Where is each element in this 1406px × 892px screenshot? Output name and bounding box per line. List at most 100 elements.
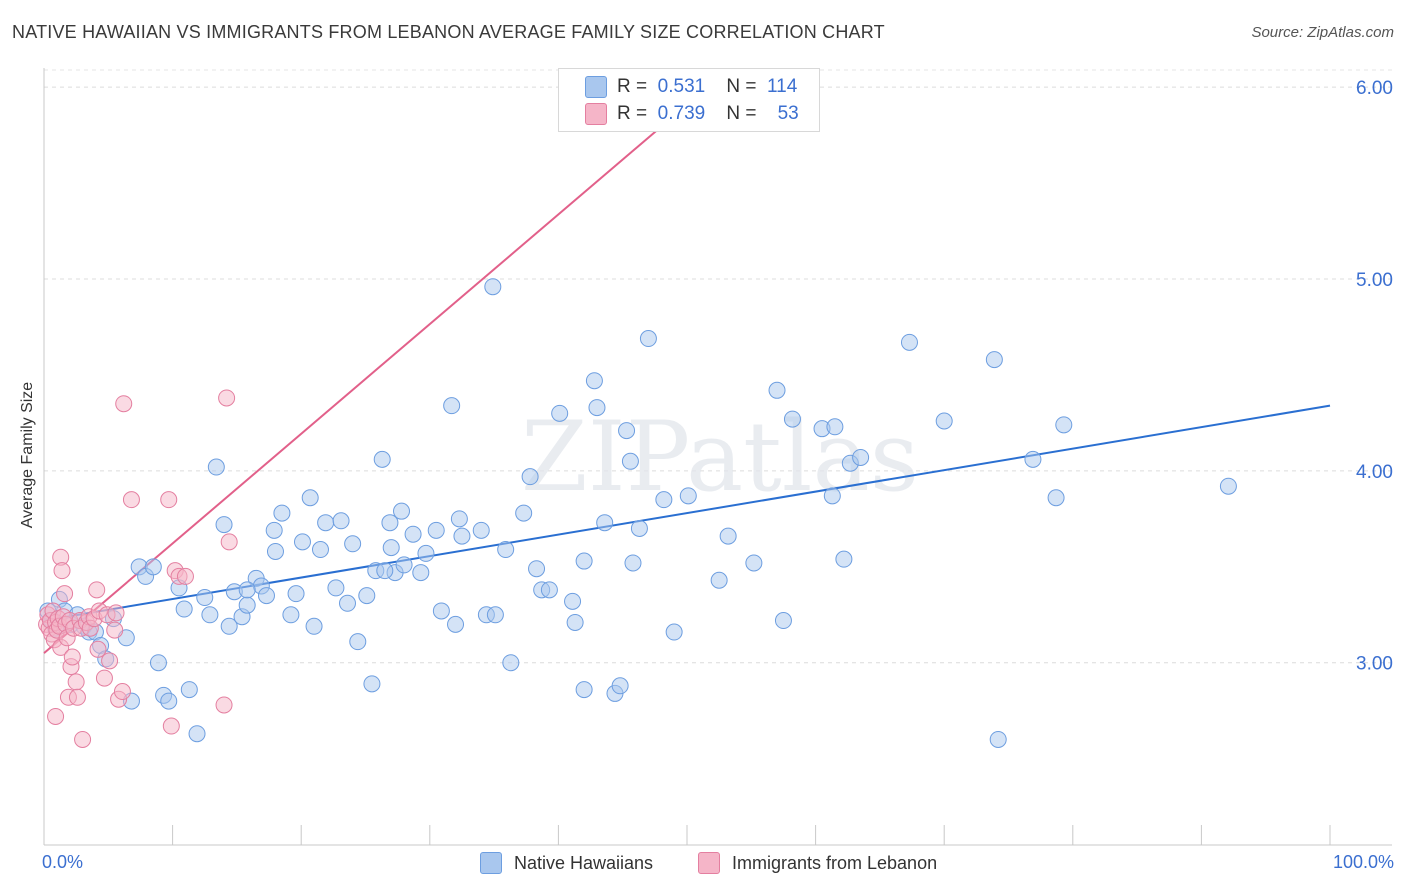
data-point-immigrants-from-lebanon (106, 621, 124, 639)
data-point-immigrants-from-lebanon (220, 533, 238, 551)
data-point-native-hawaiians (215, 516, 233, 534)
data-point-immigrants-from-lebanon (53, 562, 71, 580)
data-point-native-hawaiians (412, 564, 430, 582)
data-point-native-hawaiians (363, 675, 381, 693)
data-point-native-hawaiians (358, 587, 376, 605)
data-point-native-hawaiians (497, 541, 515, 559)
data-point-immigrants-from-lebanon (67, 673, 85, 691)
y-tick-label: 5.00 (1356, 270, 1393, 291)
data-point-immigrants-from-lebanon (218, 389, 236, 407)
legend-item-native-hawaiians[interactable]: Native Hawaiians (480, 852, 653, 874)
data-point-immigrants-from-lebanon (56, 585, 74, 603)
data-point-native-hawaiians (180, 681, 198, 699)
data-point-native-hawaiians (768, 381, 786, 399)
data-point-native-hawaiians (443, 397, 461, 415)
data-point-native-hawaiians (783, 410, 801, 428)
data-point-native-hawaiians (1219, 477, 1237, 495)
data-point-native-hawaiians (432, 602, 450, 620)
data-point-native-hawaiians (338, 594, 356, 612)
data-point-native-hawaiians (257, 587, 275, 605)
data-point-native-hawaiians (382, 539, 400, 557)
data-point-immigrants-from-lebanon (89, 640, 107, 658)
data-point-immigrants-from-lebanon (160, 491, 178, 509)
y-tick-label: 6.00 (1356, 78, 1393, 99)
data-point-native-hawaiians (575, 681, 593, 699)
data-point-native-hawaiians (564, 592, 582, 610)
data-point-native-hawaiians (447, 615, 465, 633)
data-point-native-hawaiians (160, 692, 178, 710)
data-point-native-hawaiians (655, 491, 673, 509)
data-point-native-hawaiians (376, 562, 394, 580)
data-point-native-hawaiians (710, 571, 728, 589)
legend-label: Immigrants from Lebanon (732, 852, 938, 873)
data-point-native-hawaiians (188, 725, 206, 743)
data-point-immigrants-from-lebanon (74, 730, 92, 748)
r-value: 0.739 (657, 103, 706, 124)
legend-item-immigrants-from-lebanon[interactable]: Immigrants from Lebanon (698, 852, 937, 874)
data-point-native-hawaiians (835, 550, 853, 568)
legend-swatch-blue (480, 852, 502, 874)
legend-stats: R = 0.739 N = 53 (617, 103, 799, 125)
trend-lines (43, 109, 1331, 654)
data-point-native-hawaiians (1055, 416, 1073, 434)
data-point-native-hawaiians (196, 589, 214, 607)
data-point-native-hawaiians (745, 554, 763, 572)
data-point-native-hawaiians (588, 399, 606, 417)
data-point-native-hawaiians (327, 579, 345, 597)
data-point-native-hawaiians (900, 333, 918, 351)
legend-swatch-pink (698, 852, 720, 874)
data-point-immigrants-from-lebanon (88, 581, 106, 599)
data-point-native-hawaiians (566, 613, 584, 631)
data-point-native-hawaiians (238, 596, 256, 614)
data-point-native-hawaiians (317, 514, 335, 532)
data-point-native-hawaiians (238, 581, 256, 599)
data-point-native-hawaiians (989, 730, 1007, 748)
data-point-native-hawaiians (417, 544, 435, 562)
data-point-native-hawaiians (311, 541, 329, 559)
data-point-native-hawaiians (665, 623, 683, 641)
data-point-native-hawaiians (1024, 450, 1042, 468)
data-point-native-hawaiians (1047, 489, 1065, 507)
data-point-immigrants-from-lebanon (176, 567, 194, 585)
chart-title: NATIVE HAWAIIAN VS IMMIGRANTS FROM LEBAN… (12, 22, 885, 42)
data-point-native-hawaiians (393, 502, 411, 520)
data-point-native-hawaiians (305, 617, 323, 635)
data-point-native-hawaiians (265, 521, 283, 539)
n-value: 114 (767, 76, 798, 97)
data-point-native-hawaiians (484, 278, 502, 296)
series-immigrants-from-lebanon (38, 389, 238, 748)
data-point-native-hawaiians (630, 519, 648, 537)
data-point-native-hawaiians (453, 527, 471, 545)
series-native-hawaiians (39, 278, 1237, 748)
data-point-native-hawaiians (624, 554, 642, 572)
axes (43, 68, 1392, 846)
data-point-native-hawaiians (282, 606, 300, 624)
data-point-immigrants-from-lebanon (101, 652, 119, 670)
data-point-native-hawaiians (575, 552, 593, 570)
data-point-native-hawaiians (502, 654, 520, 672)
r-label: R = (617, 76, 648, 97)
data-point-immigrants-from-lebanon (122, 491, 140, 509)
data-point-native-hawaiians (551, 404, 569, 422)
data-point-native-hawaiians (395, 556, 413, 574)
legend-label: Native Hawaiians (514, 852, 654, 873)
data-point-immigrants-from-lebanon (47, 707, 65, 725)
series-legend: Native Hawaiians Immigrants from Lebanon (0, 852, 1406, 878)
source-credit: Source: ZipAtlas.com (1251, 24, 1394, 41)
y-tick-label: 3.00 (1356, 654, 1393, 675)
data-point-native-hawaiians (472, 521, 490, 539)
data-point-native-hawaiians (450, 510, 468, 528)
data-point-native-hawaiians (774, 612, 792, 630)
data-point-native-hawaiians (332, 512, 350, 530)
data-point-native-hawaiians (427, 521, 445, 539)
legend-swatch-blue (585, 76, 607, 98)
data-point-immigrants-from-lebanon (68, 688, 86, 706)
data-point-native-hawaiians (540, 581, 558, 599)
data-point-native-hawaiians (585, 372, 603, 390)
data-point-native-hawaiians (618, 422, 636, 440)
data-point-native-hawaiians (349, 633, 367, 651)
n-value: 53 (777, 103, 799, 124)
r-value: 0.531 (657, 76, 706, 97)
data-point-native-hawaiians (373, 450, 391, 468)
